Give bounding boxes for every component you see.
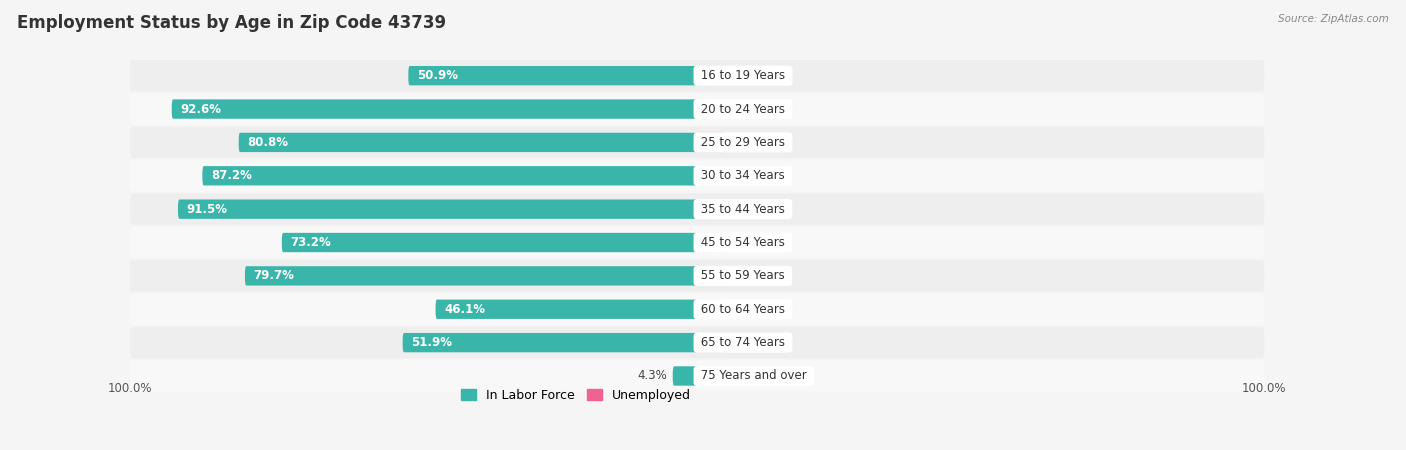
FancyBboxPatch shape [129, 260, 1264, 292]
FancyBboxPatch shape [697, 99, 745, 119]
Text: 8.4%: 8.4% [754, 103, 783, 116]
Text: 16 to 19 Years: 16 to 19 Years [697, 69, 789, 82]
Text: 0.0%: 0.0% [734, 69, 763, 82]
FancyBboxPatch shape [697, 266, 725, 286]
Text: 46.1%: 46.1% [444, 303, 485, 316]
Text: Employment Status by Age in Zip Code 43739: Employment Status by Age in Zip Code 437… [17, 14, 446, 32]
Text: 92.6%: 92.6% [180, 103, 221, 116]
FancyBboxPatch shape [436, 300, 697, 319]
Text: 100.0%: 100.0% [107, 382, 152, 396]
FancyBboxPatch shape [408, 66, 697, 86]
FancyBboxPatch shape [672, 366, 697, 386]
Text: 35 to 44 Years: 35 to 44 Years [697, 202, 789, 216]
FancyBboxPatch shape [697, 133, 725, 152]
Text: 91.5%: 91.5% [187, 202, 228, 216]
Text: 30 to 34 Years: 30 to 34 Years [697, 169, 789, 182]
FancyBboxPatch shape [129, 360, 1264, 392]
FancyBboxPatch shape [697, 300, 725, 319]
FancyBboxPatch shape [697, 233, 725, 252]
FancyBboxPatch shape [129, 227, 1264, 258]
Text: 0.0%: 0.0% [734, 336, 763, 349]
Text: 51.9%: 51.9% [411, 336, 453, 349]
Text: 25 to 29 Years: 25 to 29 Years [697, 136, 789, 149]
FancyBboxPatch shape [697, 333, 725, 352]
Text: 100.0%: 100.0% [1241, 382, 1286, 396]
Text: Source: ZipAtlas.com: Source: ZipAtlas.com [1278, 14, 1389, 23]
FancyBboxPatch shape [697, 166, 725, 185]
FancyBboxPatch shape [697, 366, 725, 386]
Text: 65 to 74 Years: 65 to 74 Years [697, 336, 789, 349]
FancyBboxPatch shape [129, 160, 1264, 191]
Text: 73.2%: 73.2% [290, 236, 330, 249]
Text: 4.3%: 4.3% [637, 369, 666, 382]
Legend: In Labor Force, Unemployed: In Labor Force, Unemployed [456, 384, 696, 407]
FancyBboxPatch shape [245, 266, 697, 286]
FancyBboxPatch shape [129, 127, 1264, 158]
Text: 0.0%: 0.0% [734, 236, 763, 249]
FancyBboxPatch shape [202, 166, 697, 185]
Text: 60 to 64 Years: 60 to 64 Years [697, 303, 789, 316]
FancyBboxPatch shape [129, 93, 1264, 125]
FancyBboxPatch shape [697, 199, 725, 219]
FancyBboxPatch shape [697, 66, 725, 86]
FancyBboxPatch shape [179, 199, 697, 219]
Text: 45 to 54 Years: 45 to 54 Years [697, 236, 789, 249]
Text: 55 to 59 Years: 55 to 59 Years [697, 270, 789, 283]
FancyBboxPatch shape [239, 133, 697, 152]
Text: 2.0%: 2.0% [734, 136, 763, 149]
FancyBboxPatch shape [402, 333, 697, 352]
Text: 87.2%: 87.2% [211, 169, 252, 182]
FancyBboxPatch shape [129, 327, 1264, 358]
Text: 80.8%: 80.8% [247, 136, 288, 149]
Text: 0.0%: 0.0% [734, 202, 763, 216]
FancyBboxPatch shape [129, 293, 1264, 325]
Text: 0.0%: 0.0% [734, 303, 763, 316]
Text: 0.0%: 0.0% [734, 369, 763, 382]
FancyBboxPatch shape [281, 233, 697, 252]
FancyBboxPatch shape [129, 194, 1264, 225]
Text: 79.7%: 79.7% [253, 270, 294, 283]
Text: 50.9%: 50.9% [416, 69, 458, 82]
Text: 0.0%: 0.0% [734, 270, 763, 283]
Text: 0.0%: 0.0% [734, 169, 763, 182]
FancyBboxPatch shape [172, 99, 697, 119]
Text: 75 Years and over: 75 Years and over [697, 369, 811, 382]
FancyBboxPatch shape [129, 60, 1264, 91]
Text: 20 to 24 Years: 20 to 24 Years [697, 103, 789, 116]
